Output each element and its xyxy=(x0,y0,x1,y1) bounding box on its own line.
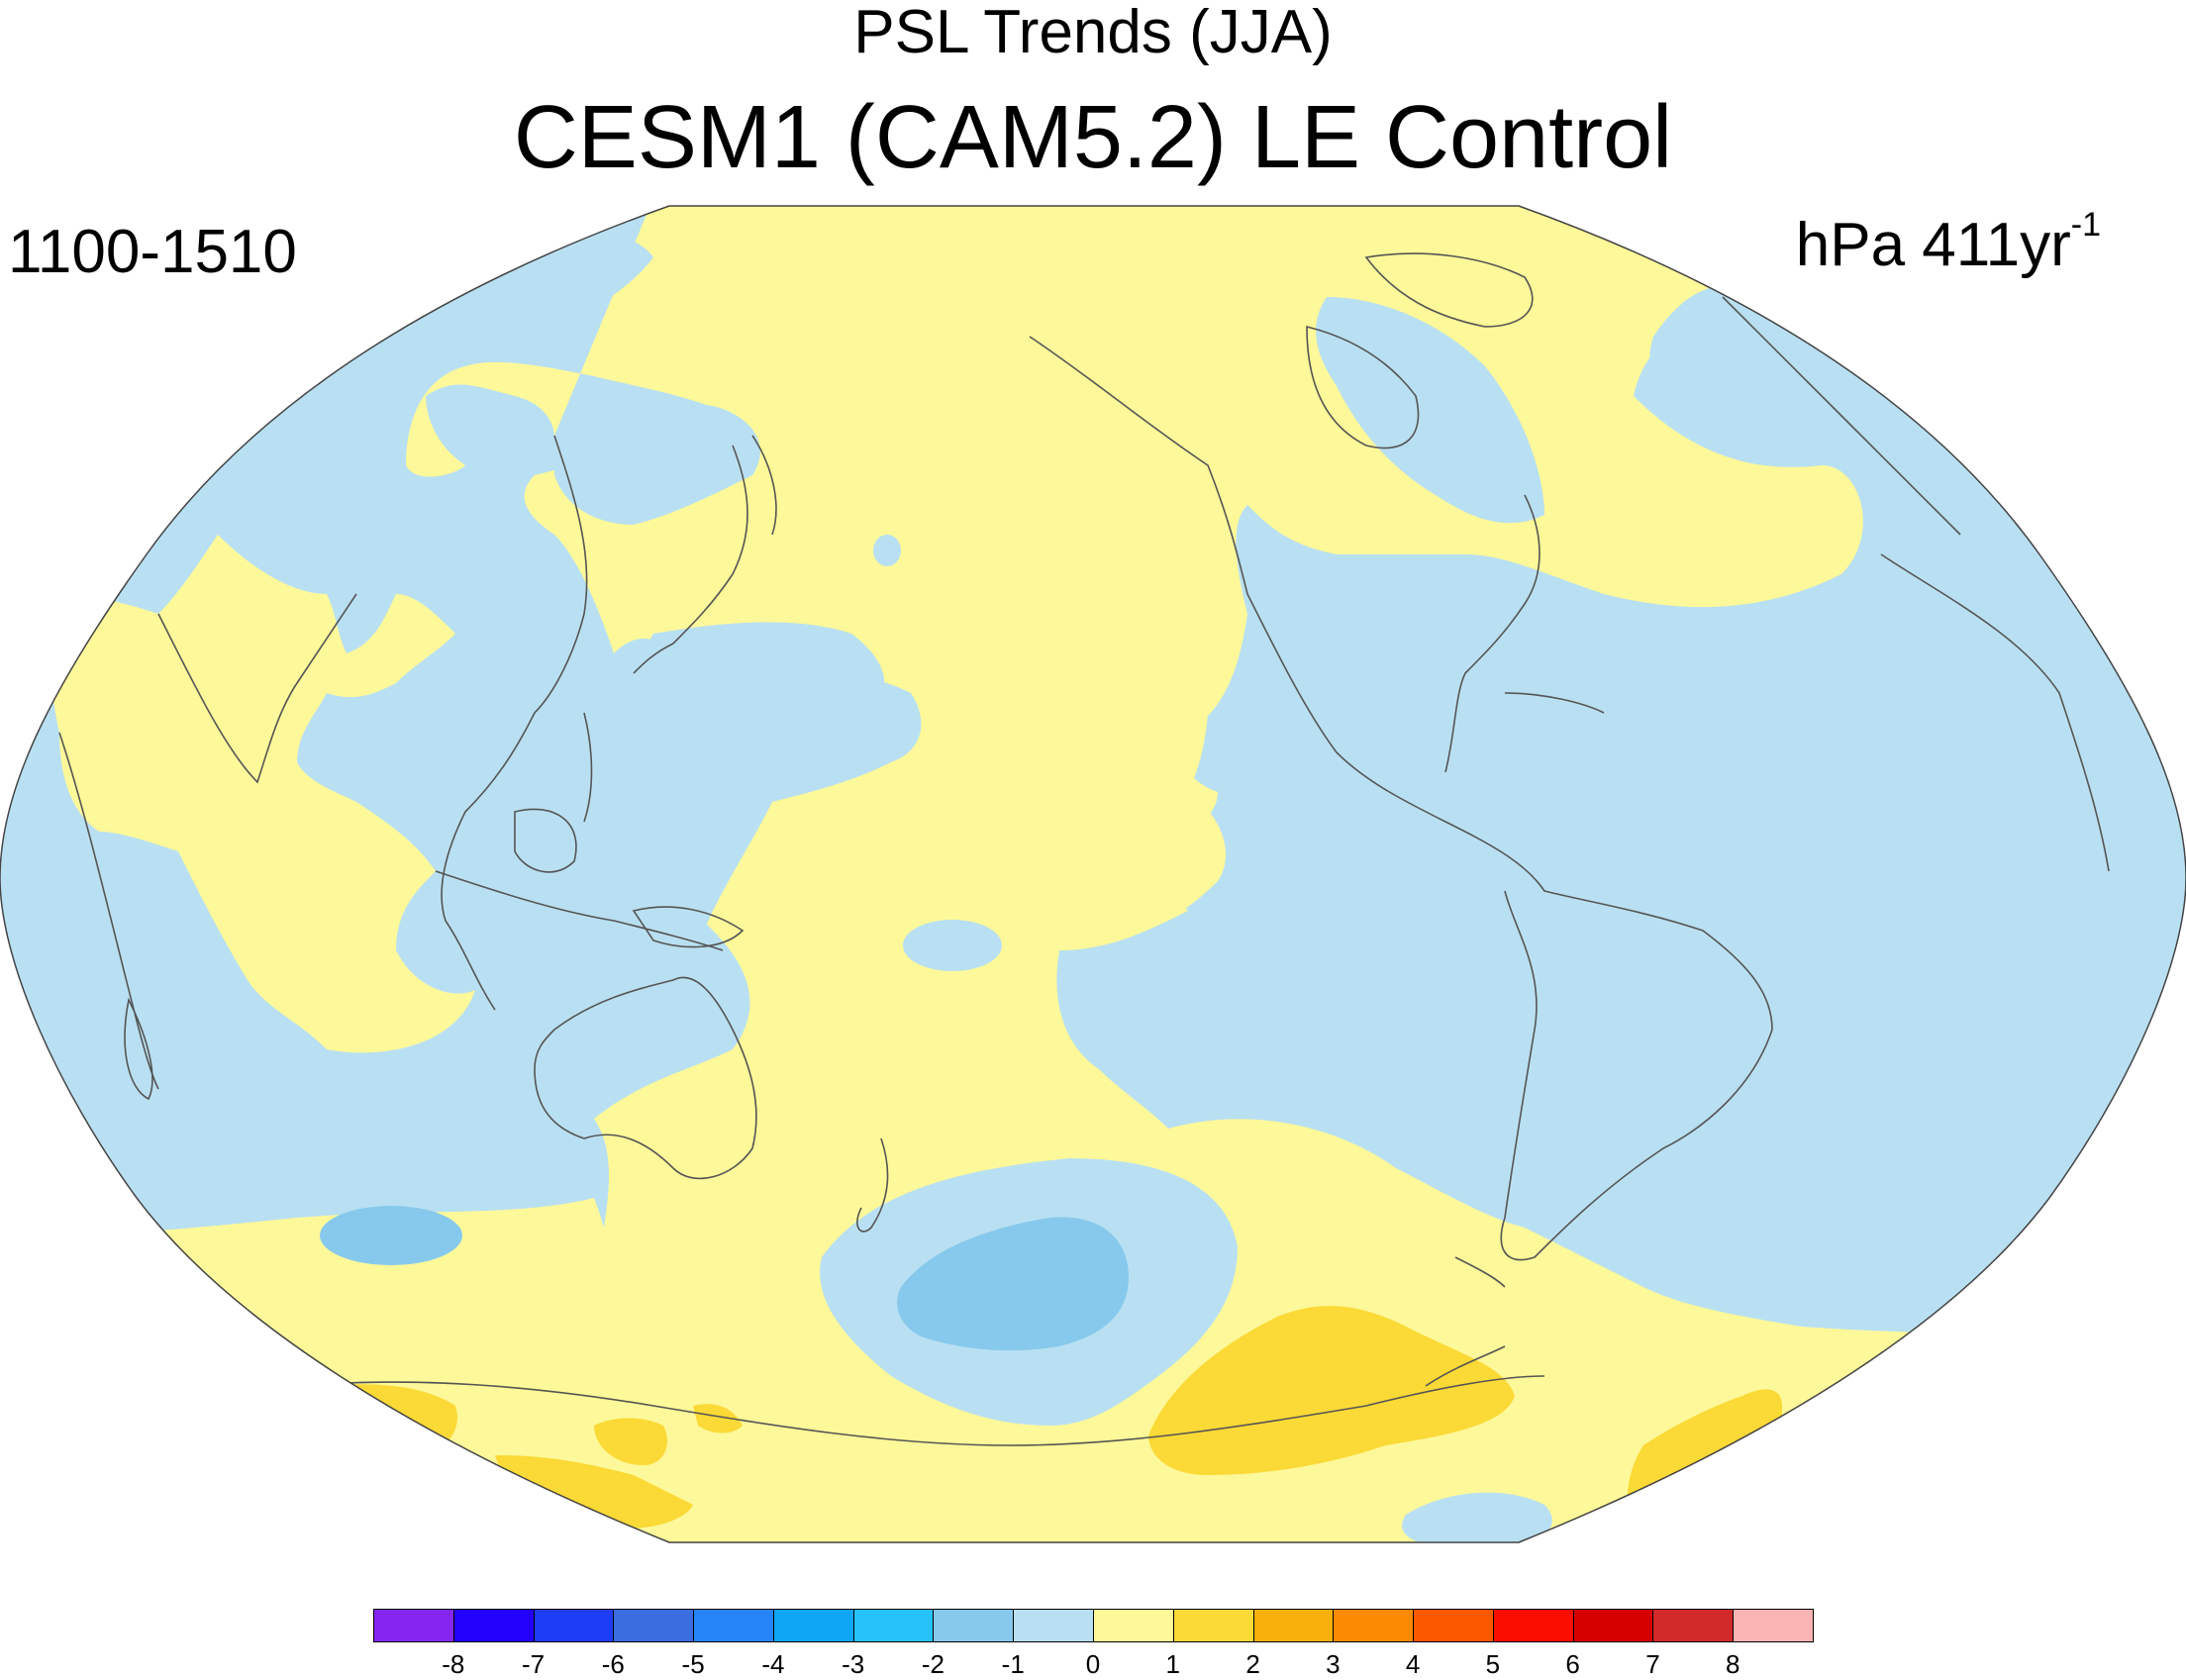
coast-alaska xyxy=(1029,336,1248,595)
colorbar-tick-label: -3 xyxy=(842,1649,865,1679)
negative-region-siberia xyxy=(554,403,760,525)
coast-philippines xyxy=(583,712,593,823)
map-title: CESM1 (CAM5.2) LE Control xyxy=(513,88,1673,187)
negative-region-antarctic xyxy=(1402,1492,1552,1542)
period-label: 1100-1510 xyxy=(8,218,297,286)
coast-indonesia xyxy=(435,870,724,951)
map-subtitle: PSL Trends (JJA) xyxy=(853,0,1333,66)
colorbar-box xyxy=(1652,1609,1735,1642)
colorbar-tick-label: -4 xyxy=(761,1649,785,1679)
colorbar-box xyxy=(1093,1609,1174,1642)
negative-region-aleutian xyxy=(873,535,901,566)
coast-greenland xyxy=(1364,252,1534,328)
coast-antarctic-peninsula xyxy=(1425,1345,1506,1387)
negative-region-north-pacific xyxy=(646,622,885,708)
positive-region-pacific-central xyxy=(1030,450,1237,940)
positive-core-east-antarctic xyxy=(495,1455,693,1529)
coast-africa-east xyxy=(58,732,159,1090)
coast-south-america xyxy=(1444,821,1773,1261)
colorbar-tick-label: -1 xyxy=(1001,1649,1025,1679)
colorbar-tick-label: -8 xyxy=(442,1649,465,1679)
units-base: hPa 411yr xyxy=(1795,211,2071,279)
positive-region-south-atlantic xyxy=(1366,1237,1703,1336)
units-label: hPa 411yr-1 xyxy=(1796,208,2101,276)
coast-australia xyxy=(534,976,757,1180)
coastlines xyxy=(58,252,2110,1446)
positive-core-ross xyxy=(594,1418,667,1465)
colorbar-tick-label: 7 xyxy=(1645,1649,1660,1679)
colorbar-tick-label: -2 xyxy=(921,1649,944,1679)
colorbar-box xyxy=(1252,1609,1335,1642)
coast-caribbean xyxy=(1504,692,1605,714)
colorbar-box xyxy=(533,1609,615,1642)
negative-core-south-pacific xyxy=(897,1217,1129,1351)
colorbar-tick-label: 4 xyxy=(1405,1649,1421,1679)
positive-region-india xyxy=(51,535,475,1053)
colorbar-tick-label: 8 xyxy=(1725,1649,1740,1679)
colorbar-tick-label: 6 xyxy=(1565,1649,1580,1679)
colorbar-tick-label: -6 xyxy=(601,1649,625,1679)
colorbar xyxy=(373,1609,1814,1642)
negative-region-west-pacific xyxy=(483,658,922,983)
negative-core-south-indian xyxy=(320,1206,462,1265)
colorbar-box xyxy=(693,1609,774,1642)
coast-hudson-bay xyxy=(1306,325,1420,449)
colorbar-tick-label: 3 xyxy=(1326,1649,1341,1679)
negative-region-tropical-pacific xyxy=(903,920,1002,971)
negative-region-canada xyxy=(1316,297,1544,524)
coast-tierra-del-fuego xyxy=(1454,1256,1506,1288)
colorbar-box xyxy=(1492,1609,1574,1642)
colorbar-tick-label: -7 xyxy=(521,1649,546,1679)
colorbar-tick-label: -5 xyxy=(681,1649,705,1679)
coast-madagascar xyxy=(124,997,153,1101)
coast-new-zealand xyxy=(856,1137,889,1233)
colorbar-tick-label: 5 xyxy=(1485,1649,1501,1679)
positive-region-south-indian xyxy=(0,1198,609,1336)
colorbar-tick-label: 0 xyxy=(1085,1649,1101,1679)
coast-africa-west xyxy=(1880,553,2110,872)
colorbar-box xyxy=(1572,1609,1654,1642)
colorbar-box xyxy=(1413,1609,1494,1642)
coast-india xyxy=(157,593,357,784)
coast-na-east xyxy=(1444,494,1540,773)
colorbar-box xyxy=(1733,1609,1814,1642)
units-exponent: -1 xyxy=(2070,206,2101,244)
coast-east-asia xyxy=(441,435,588,1011)
colorbar-box xyxy=(772,1609,854,1642)
coast-japan xyxy=(633,445,748,674)
colorbar-box xyxy=(452,1609,535,1642)
colorbar-box xyxy=(852,1609,935,1642)
colorbar-tick-label: 2 xyxy=(1245,1649,1260,1679)
coast-borneo xyxy=(514,808,577,873)
colorbar-box xyxy=(1013,1609,1094,1642)
coast-na-west xyxy=(1246,593,1446,823)
colorbar-box xyxy=(1333,1609,1415,1642)
colorbar-tick-label: 1 xyxy=(1165,1649,1180,1679)
coast-europe xyxy=(1722,296,1961,536)
coast-kamchatka xyxy=(751,435,777,536)
colorbar-box xyxy=(373,1609,454,1642)
negative-region-europe xyxy=(1649,287,1851,446)
positive-core-amundsen xyxy=(1148,1306,1515,1475)
globe-outline xyxy=(0,205,2186,1543)
colorbar-box xyxy=(1172,1609,1254,1642)
colorbar-box xyxy=(933,1609,1015,1642)
coast-new-guinea xyxy=(632,906,745,948)
colorbar-box xyxy=(613,1609,695,1642)
positive-core-wilkes xyxy=(693,1404,743,1433)
coast-antarctica xyxy=(296,1375,1545,1446)
